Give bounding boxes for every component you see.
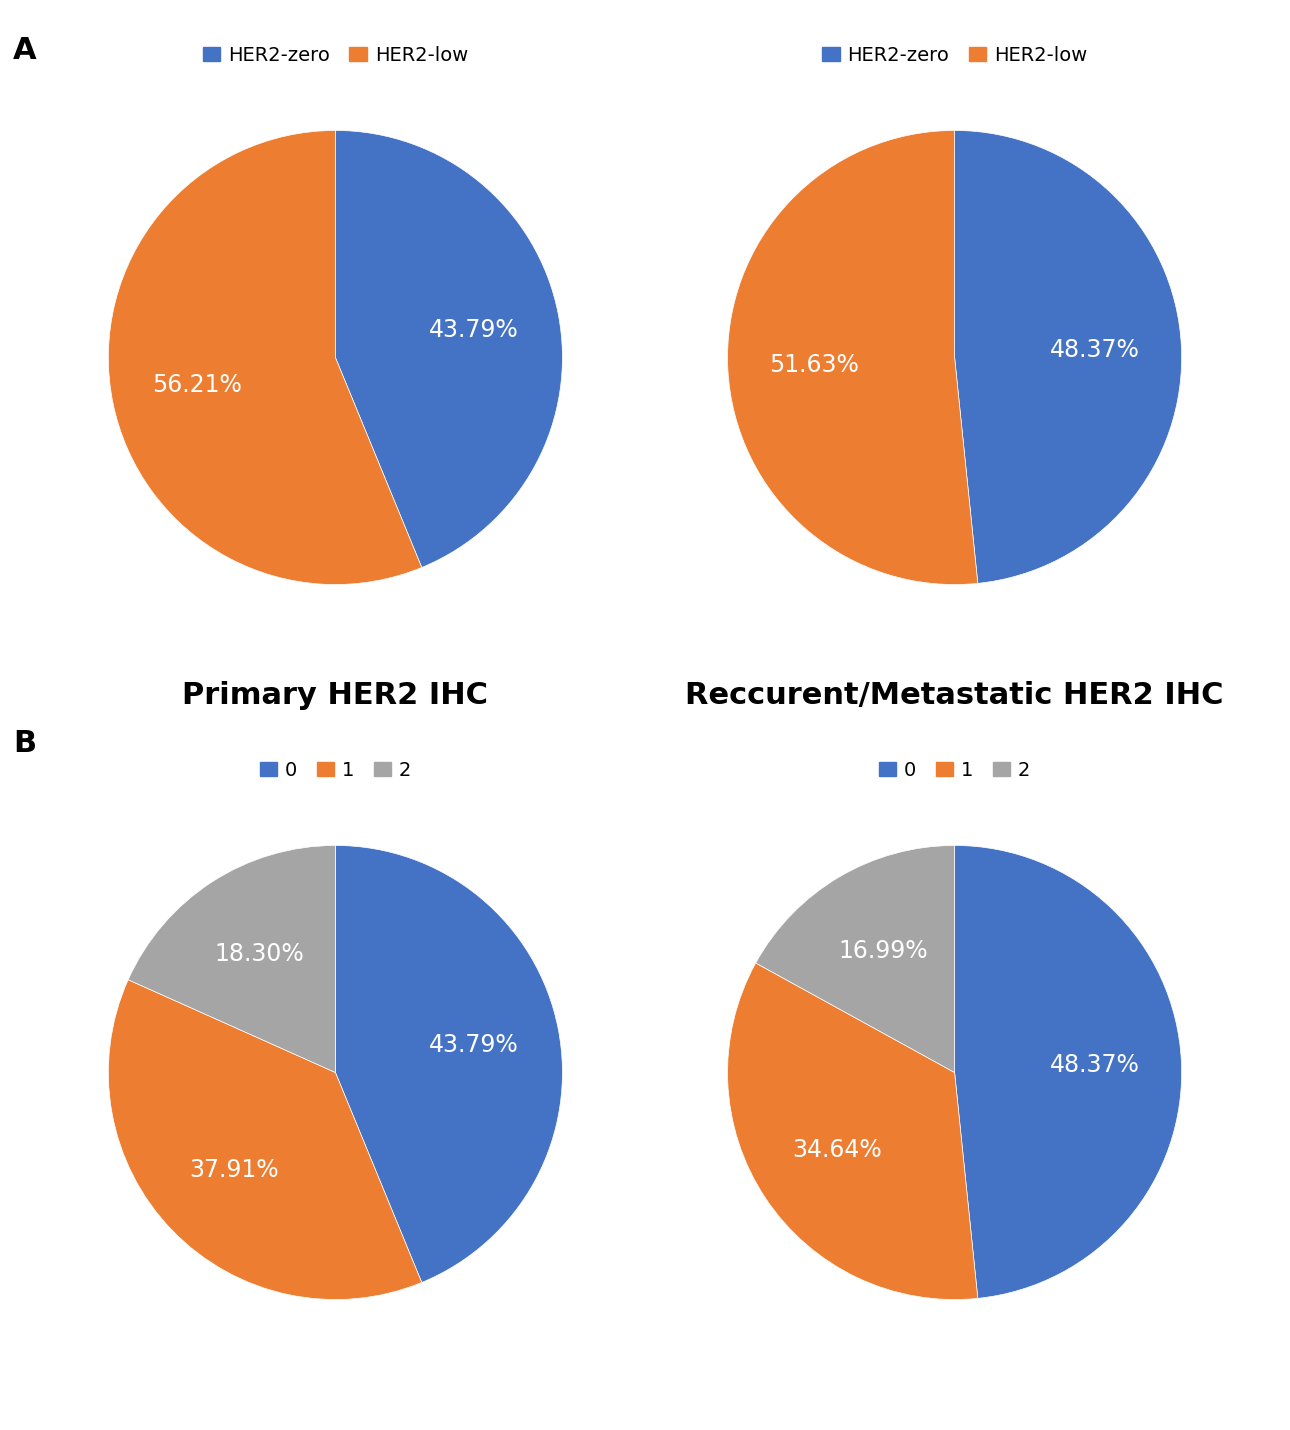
Legend: 0, 1, 2: 0, 1, 2 [871,754,1038,788]
Text: 16.99%: 16.99% [838,940,928,964]
Title: Primary HER2 IHC: Primary HER2 IHC [182,681,489,709]
Text: 43.79%: 43.79% [428,319,519,342]
Wedge shape [335,130,562,568]
Text: B: B [13,729,36,758]
Wedge shape [955,845,1182,1298]
Wedge shape [335,845,562,1283]
Wedge shape [108,130,422,585]
Text: 43.79%: 43.79% [428,1034,519,1057]
Text: 56.21%: 56.21% [152,373,243,396]
Text: 48.37%: 48.37% [1050,339,1140,362]
Wedge shape [728,130,978,585]
Title: Reccurent/Metastatic HER2 IHC: Reccurent/Metastatic HER2 IHC [685,681,1224,709]
Wedge shape [108,980,422,1300]
Text: 18.30%: 18.30% [214,942,303,967]
Text: 48.37%: 48.37% [1050,1054,1140,1077]
Text: 37.91%: 37.91% [190,1158,279,1183]
Legend: HER2-zero, HER2-low: HER2-zero, HER2-low [195,39,476,73]
Wedge shape [955,130,1182,583]
Text: A: A [13,36,36,64]
Text: 51.63%: 51.63% [769,353,859,376]
Text: 34.64%: 34.64% [792,1138,882,1163]
Legend: HER2-zero, HER2-low: HER2-zero, HER2-low [814,39,1095,73]
Wedge shape [128,845,335,1072]
Wedge shape [756,845,955,1072]
Legend: 0, 1, 2: 0, 1, 2 [252,754,419,788]
Wedge shape [728,962,978,1300]
